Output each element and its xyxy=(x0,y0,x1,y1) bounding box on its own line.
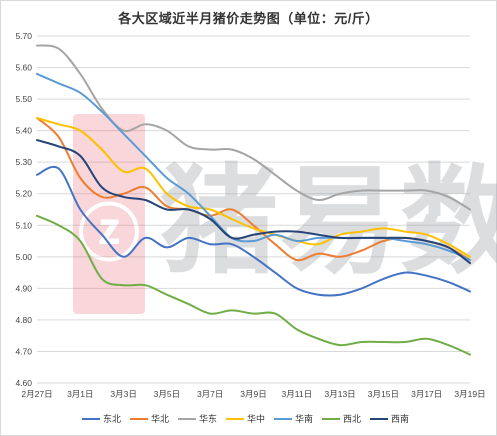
x-tick-label: 3月5日 xyxy=(154,389,180,399)
x-tick-label: 3月15日 xyxy=(368,389,399,399)
chart-title: 各大区域近半月猪价走势图（单位：元/斤） xyxy=(118,11,379,26)
x-tick-label: 3月3日 xyxy=(110,389,136,399)
grid-lines xyxy=(37,35,470,384)
legend: 东北 华北 华东 华中 华南 西北 西南 xyxy=(82,413,409,424)
x-tick-label: 2月27日 xyxy=(21,389,52,399)
x-tick-label: 3月1日 xyxy=(67,389,93,399)
x-tick-label: 3月17日 xyxy=(411,389,442,399)
x-tick-label: 3月11日 xyxy=(282,389,313,399)
legend-label: 华北 xyxy=(151,413,169,424)
x-tick-label: 3月9日 xyxy=(240,389,266,399)
series-line-4 xyxy=(36,72,471,261)
series-line-3 xyxy=(36,117,471,258)
y-tick-label: 5.10 xyxy=(15,220,32,230)
series-line-5 xyxy=(36,214,471,356)
x-tick-label: 3月7日 xyxy=(197,389,223,399)
y-tick-label: 5.50 xyxy=(15,94,32,104)
watermark-logo-glyph: ⓩ xyxy=(78,197,140,270)
y-tick-label: 5.30 xyxy=(15,157,32,167)
y-tick-label: 5.70 xyxy=(15,31,32,41)
watermark-logo-block xyxy=(73,114,145,314)
series-line-0 xyxy=(36,165,471,297)
watermark-logo: ⓩ xyxy=(73,114,145,314)
y-tick-label: 5.20 xyxy=(15,189,32,199)
legend-label: 东北 xyxy=(103,413,121,424)
y-tick-label: 4.80 xyxy=(15,315,32,325)
y-tick-label: 5.40 xyxy=(15,126,32,136)
series-lines xyxy=(36,44,471,356)
legend-label: 华东 xyxy=(199,413,217,424)
legend-label: 华南 xyxy=(295,413,313,424)
legend-label: 华中 xyxy=(247,413,265,424)
y-tick-label: 4.60 xyxy=(15,378,32,388)
y-tick-label: 5.00 xyxy=(15,252,32,262)
y-tick-label: 4.70 xyxy=(15,346,32,356)
legend-label: 西北 xyxy=(343,414,361,424)
x-tick-label: 3月13日 xyxy=(325,389,356,399)
y-tick-label: 4.90 xyxy=(15,283,32,293)
series-line-6 xyxy=(36,139,471,265)
y-tick-label: 5.60 xyxy=(15,63,32,73)
x-tick-label: 3月19日 xyxy=(454,389,485,399)
watermark-text: 猪易数据 xyxy=(160,152,497,290)
y-axis-ticks: 4.60 4.70 4.80 4.90 5.00 5.10 5.20 5.30 5.40 5.50… xyxy=(15,31,32,388)
x-axis-ticks: 2月27日 3月1日 3月3日 3月5日 3月7日 3月9日 3月11日 3月13日 3月15日… xyxy=(21,389,485,399)
legend-label: 西南 xyxy=(391,413,409,424)
